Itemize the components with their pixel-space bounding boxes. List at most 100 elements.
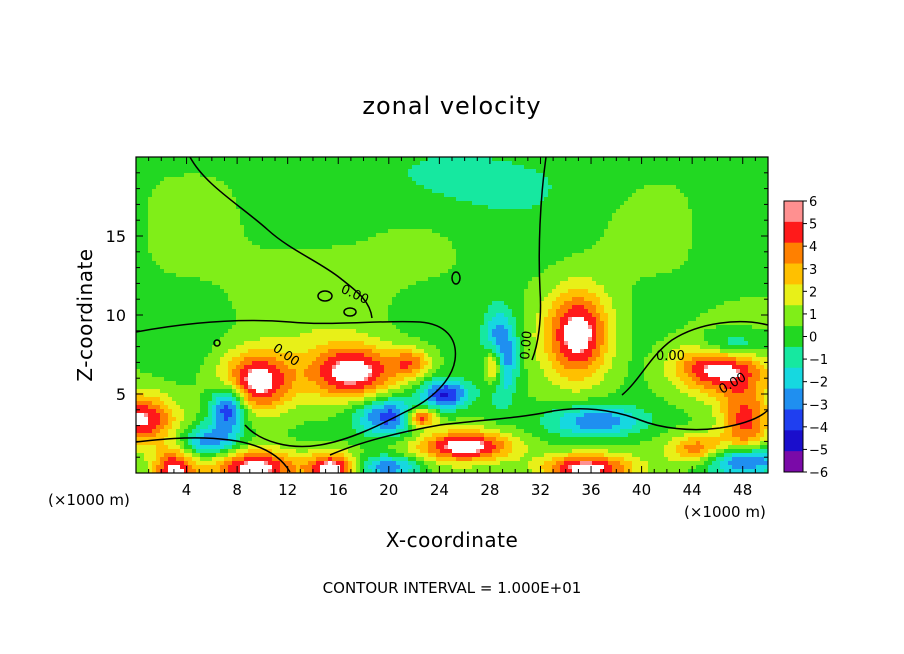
heat-cell <box>184 193 189 198</box>
heat-cell <box>664 197 669 202</box>
heat-cell <box>548 193 553 198</box>
heat-cell <box>144 261 149 266</box>
heat-cell <box>672 217 677 222</box>
heat-cell <box>552 165 557 170</box>
heat-cell <box>488 257 493 262</box>
heat-cell <box>560 169 565 174</box>
heat-cell <box>708 261 713 266</box>
heat-cell <box>304 253 309 258</box>
heat-cell <box>728 161 733 166</box>
heat-cell <box>468 189 473 194</box>
heat-cell <box>164 201 169 206</box>
heat-cell <box>360 173 365 178</box>
heat-cell <box>736 161 741 166</box>
heat-cell <box>340 197 345 202</box>
heat-cell <box>620 245 625 250</box>
heat-cell <box>264 201 269 206</box>
heat-cell <box>240 181 245 186</box>
heat-cell <box>564 217 569 222</box>
heat-cell <box>288 213 293 218</box>
heat-cell <box>508 185 513 190</box>
heat-cell <box>364 241 369 246</box>
heat-cell <box>332 205 337 210</box>
heat-cell <box>200 281 205 286</box>
heat-cell <box>696 273 701 278</box>
heat-cell <box>384 261 389 266</box>
heat-cell <box>532 265 537 270</box>
heat-cell <box>360 217 365 222</box>
heat-cell <box>592 169 597 174</box>
heat-cell <box>392 281 397 286</box>
heat-cell <box>424 225 429 230</box>
heat-cell <box>404 177 409 182</box>
heat-cell <box>592 273 597 278</box>
heat-cell <box>552 193 557 198</box>
heat-cell <box>352 257 357 262</box>
heat-cell <box>644 225 649 230</box>
heat-cell <box>504 165 509 170</box>
heat-cell <box>296 241 301 246</box>
heat-cell <box>620 249 625 254</box>
heat-cell <box>208 213 213 218</box>
heat-cell <box>172 217 177 222</box>
heat-cell <box>328 233 333 238</box>
heat-cell <box>520 257 525 262</box>
heat-cell <box>288 217 293 222</box>
heat-cell <box>572 213 577 218</box>
heat-cell <box>752 241 757 246</box>
heat-cell <box>212 261 217 266</box>
heat-cell <box>280 269 285 274</box>
heat-cell <box>624 157 629 162</box>
heat-cell <box>448 217 453 222</box>
heat-cell <box>260 229 265 234</box>
heat-cell <box>308 269 313 274</box>
heat-cell <box>736 189 741 194</box>
heat-cell <box>312 237 317 242</box>
heat-cell <box>716 169 721 174</box>
heat-cell <box>724 201 729 206</box>
heat-cell <box>616 249 621 254</box>
heat-cell <box>728 201 733 206</box>
heat-cell <box>328 273 333 278</box>
heat-cell <box>764 261 768 266</box>
heat-cell <box>336 173 341 178</box>
heat-cell <box>200 257 205 262</box>
heat-cell <box>476 173 481 178</box>
heat-cell <box>752 169 757 174</box>
heat-cell <box>216 237 221 242</box>
heat-cell <box>280 177 285 182</box>
heat-cell <box>188 209 193 214</box>
heat-cell <box>376 225 381 230</box>
heat-cell <box>520 173 525 178</box>
heat-cell <box>672 265 677 270</box>
heat-cell <box>740 273 745 278</box>
heat-cell <box>672 173 677 178</box>
heat-cell <box>504 161 509 166</box>
heat-cell <box>476 185 481 190</box>
heat-cell <box>460 241 465 246</box>
heat-cell <box>184 177 189 182</box>
heat-cell <box>656 193 661 198</box>
heat-cell <box>244 233 249 238</box>
heat-cell <box>220 197 225 202</box>
heat-cell <box>532 201 537 206</box>
heat-cell <box>272 249 277 254</box>
heat-cell <box>164 209 169 214</box>
heat-cell <box>292 249 297 254</box>
heat-cell <box>408 233 413 238</box>
heat-cell <box>464 245 469 250</box>
heat-cell <box>164 169 169 174</box>
heat-cell <box>164 257 169 262</box>
heat-cell <box>400 229 405 234</box>
heat-cell <box>200 197 205 202</box>
heat-cell <box>716 173 721 178</box>
heat-cell <box>224 189 229 194</box>
heat-cell <box>220 253 225 258</box>
heat-cell <box>312 249 317 254</box>
heat-cell <box>208 165 213 170</box>
heat-cell <box>136 269 141 274</box>
heat-cell <box>420 213 425 218</box>
heat-cell <box>608 177 613 182</box>
heat-cell <box>392 241 397 246</box>
heat-cell <box>420 233 425 238</box>
